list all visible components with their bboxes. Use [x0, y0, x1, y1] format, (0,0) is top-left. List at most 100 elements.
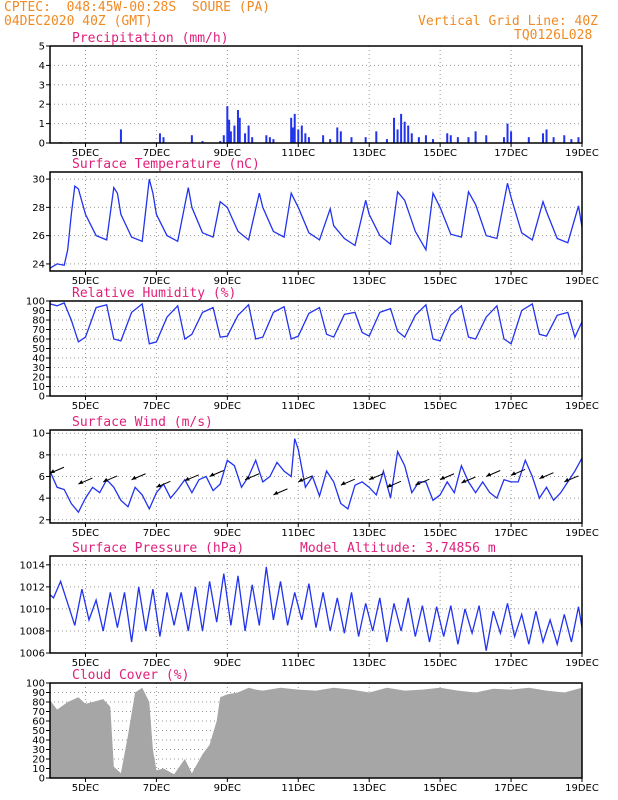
precip-bar [570, 139, 573, 143]
precip-bar [502, 137, 505, 143]
precip-bar [563, 135, 566, 143]
ytick-label: 28 [32, 203, 45, 214]
wind-arrowhead-icon [131, 475, 137, 480]
wind-arrowhead-icon [50, 469, 55, 474]
precip-bar [236, 110, 239, 143]
ytick-label: 26 [32, 231, 45, 242]
xtick-label: 17DEC [494, 148, 528, 159]
precip-bar [417, 137, 420, 143]
ytick-label: 8 [39, 450, 45, 461]
precip-bar [446, 133, 449, 143]
xtick-label: 5DEC [72, 148, 99, 159]
precip-bar [201, 141, 204, 143]
xtick-label: 15DEC [423, 276, 457, 287]
wind-arrowhead-icon [564, 477, 570, 482]
ytick-label: 100 [26, 679, 45, 690]
ytick-label: 20 [32, 373, 45, 384]
wind-arrowhead-icon [273, 490, 279, 495]
precip-bar [190, 135, 193, 143]
panel2-title: Relative Humidity (%) [72, 286, 236, 301]
xtick-label: 7DEC [143, 401, 170, 412]
precip-bar [577, 137, 580, 143]
ytick-label: 80 [32, 316, 45, 327]
precip-bar [268, 137, 271, 143]
xtick-label: 19DEC [565, 401, 599, 412]
xtick-label: 5DEC [72, 528, 99, 539]
ytick-label: 1012 [20, 582, 45, 593]
precip-bar [545, 129, 548, 143]
xtick-label: 7DEC [143, 276, 170, 287]
xtick-label: 17DEC [494, 401, 528, 412]
precip-bar [552, 137, 555, 143]
panel3-series-line [49, 438, 583, 514]
xtick-label: 19DEC [565, 148, 599, 159]
precip-bar [393, 117, 396, 143]
precip-bar [244, 133, 247, 143]
panel0-title: Precipitation (mm/h) [72, 31, 229, 46]
xtick-label: 11DEC [281, 658, 315, 669]
xtick-label: 11DEC [281, 783, 315, 794]
ytick-label: 10 [32, 382, 45, 393]
station-label: CPTEC: 048:45W-00:28S SOURE (PA) [4, 0, 271, 15]
ytick-label: 40 [32, 354, 45, 365]
ytick-label: 60 [32, 335, 45, 346]
precip-bar [233, 125, 236, 143]
ytick-label: 2 [39, 100, 45, 111]
wind-arrowhead-icon [209, 472, 215, 477]
precip-bar [400, 113, 403, 143]
precip-bar [336, 127, 339, 143]
ytick-label: 90 [32, 306, 45, 317]
wind-arrowhead-icon [369, 475, 375, 480]
precip-bar [339, 131, 342, 143]
xtick-label: 7DEC [143, 528, 170, 539]
xtick-label: 13DEC [352, 783, 386, 794]
panel4-title: Surface Pressure (hPa) [72, 541, 244, 556]
xtick-label: 9DEC [214, 401, 241, 412]
ytick-label: 24 [32, 259, 45, 270]
wind-arrowhead-icon [156, 483, 162, 488]
precip-bar [385, 139, 388, 143]
model-altitude-label: Model Altitude: 3.74856 m [300, 541, 496, 556]
precip-bar [432, 139, 435, 143]
xtick-label: 9DEC [214, 783, 241, 794]
vertical-grid-label: Vertical Grid Line: 40Z [418, 14, 599, 29]
xtick-label: 15DEC [423, 528, 457, 539]
precip-bar [162, 137, 165, 143]
xtick-label: 13DEC [352, 658, 386, 669]
precip-bar [300, 125, 303, 143]
panel1-series-line [49, 178, 583, 269]
xtick-label: 17DEC [494, 783, 528, 794]
xtick-label: 5DEC [72, 658, 99, 669]
wind-arrowhead-icon [245, 475, 251, 480]
precip-bar [403, 121, 406, 143]
ytick-label: 100 [26, 297, 45, 308]
ytick-label: 6 [39, 472, 45, 483]
precip-bar [322, 135, 325, 143]
precip-bar [229, 131, 232, 143]
xtick-label: 7DEC [143, 783, 170, 794]
precip-bar [407, 125, 410, 143]
precip-bar [251, 137, 254, 143]
ytick-label: 30 [32, 745, 45, 756]
ytick-label: 30 [32, 363, 45, 374]
xtick-label: 11DEC [281, 276, 315, 287]
xtick-label: 17DEC [494, 658, 528, 669]
ytick-label: 10 [32, 764, 45, 775]
xtick-label: 19DEC [565, 528, 599, 539]
precip-bar [510, 131, 513, 143]
precip-bar [158, 133, 161, 143]
precip-bar [527, 137, 530, 143]
xtick-label: 19DEC [565, 783, 599, 794]
ytick-label: 50 [32, 344, 45, 355]
wind-arrowhead-icon [184, 476, 190, 481]
ytick-label: 30 [32, 175, 45, 186]
wind-arrowhead-icon [511, 471, 517, 476]
model-id-label: TQ0126L028 [514, 28, 593, 43]
xtick-label: 9DEC [214, 528, 241, 539]
xtick-label: 11DEC [281, 401, 315, 412]
xtick-label: 11DEC [281, 148, 315, 159]
precip-bar [228, 119, 231, 143]
xtick-label: 19DEC [565, 658, 599, 669]
ytick-label: 90 [32, 688, 45, 699]
